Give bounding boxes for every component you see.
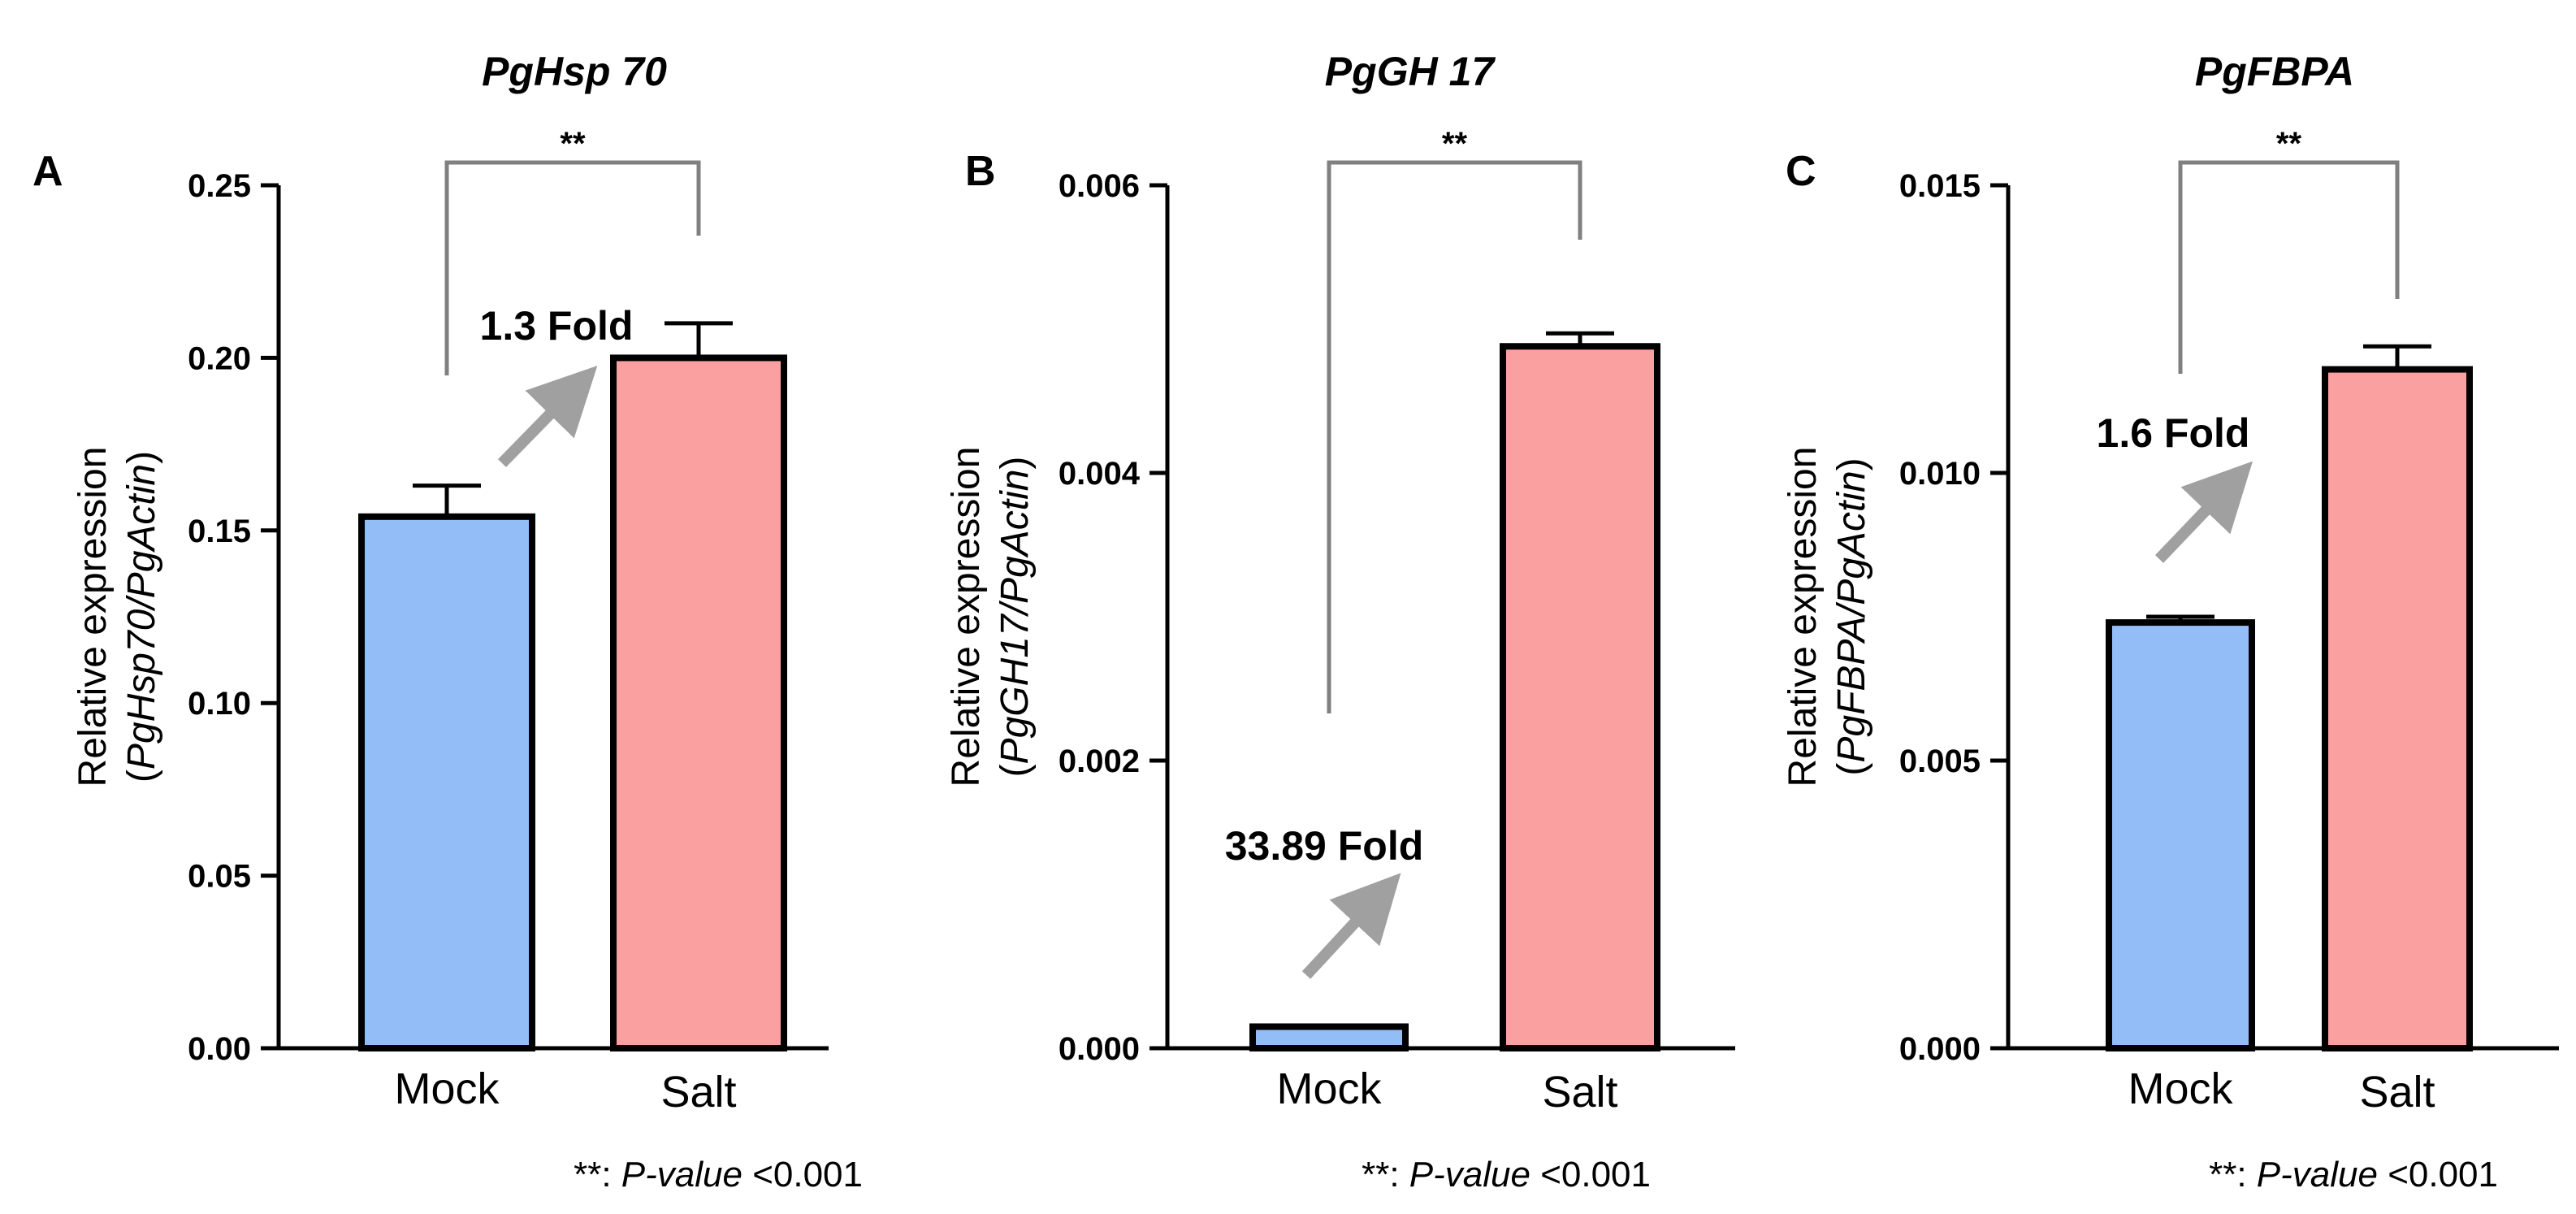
y-axis-label-line1: Relative expression: [1782, 447, 1825, 787]
chart-title: PgHsp 70: [482, 49, 667, 94]
footnote-pvalue-label: P-value: [621, 1155, 742, 1194]
footnote-stars: **:: [2209, 1155, 2257, 1194]
y-axis-reference: PgActin: [120, 464, 163, 598]
significance-stars: **: [1442, 126, 1468, 162]
bar-mock: [358, 513, 535, 1051]
error-bar: [665, 321, 733, 358]
bar-salt: [1500, 343, 1660, 1051]
category-label: Mock: [1276, 1064, 1382, 1113]
y-tick-label: 0.010: [1899, 456, 1981, 492]
error-bar: [1295, 1024, 1363, 1029]
category-label: Salt: [1542, 1068, 1617, 1116]
category-label: Salt: [660, 1068, 736, 1116]
y-axis-label-line2: (PgFBPA/PgActin): [1830, 457, 1873, 775]
footnote-threshold: <0.001: [2378, 1155, 2498, 1194]
y-tick-label: 0.15: [188, 514, 251, 549]
footnote-pvalue-label: P-value: [2257, 1155, 2378, 1194]
footnote-stars: **:: [1362, 1155, 1409, 1194]
significance-bracket: [444, 160, 701, 375]
y-axis-gene: PgHsp70: [120, 609, 163, 770]
y-axis-label: Relative expression (PgHsp70/PgActin): [71, 447, 163, 787]
fold-change-label: 33.89 Fold: [1225, 823, 1424, 869]
y-tick-label: 0.10: [188, 686, 251, 722]
y-tick-label: 0.000: [1899, 1031, 1981, 1067]
y-tick-label: 0.006: [1059, 168, 1140, 204]
panel-letter: C: [1786, 148, 1816, 195]
category-label: Salt: [2359, 1068, 2435, 1116]
significance-bracket: [1327, 160, 1582, 713]
bar-mock: [1249, 1023, 1409, 1051]
bar-mock: [2106, 619, 2255, 1051]
bar-salt: [610, 354, 787, 1051]
error-bar: [1546, 331, 1614, 347]
panel-letter: B: [965, 148, 996, 195]
y-axis-gene: PgFBPA: [1830, 616, 1873, 763]
y-axis-reference: PgActin: [1830, 470, 1873, 605]
category-label: Mock: [2128, 1064, 2233, 1113]
footnote-threshold: <0.001: [1530, 1155, 1651, 1194]
category-label: Mock: [394, 1064, 500, 1113]
significance-footnote: **: P-value <0.001: [2209, 1155, 2498, 1194]
y-axis-label-line2: (PgHsp70/PgActin): [120, 451, 163, 783]
significance-stars: **: [2276, 126, 2302, 162]
fold-arrow: [2154, 461, 2253, 563]
significance-stars: **: [560, 126, 586, 162]
y-axis-gene: PgGH17: [994, 613, 1037, 764]
footnote-threshold: <0.001: [742, 1155, 863, 1194]
y-axis-reference: PgActin: [994, 470, 1037, 604]
y-tick-label: 0.005: [1899, 744, 1981, 779]
y-tick-label: 0.00: [188, 1031, 251, 1067]
panel-A: PgHsp 70 A Relative expression (PgHsp70/PgA…: [32, 49, 863, 1194]
panel-letter: A: [32, 148, 63, 195]
footnote-pvalue-label: P-value: [1409, 1155, 1530, 1194]
y-tick-label: 0.000: [1059, 1031, 1140, 1067]
significance-footnote: **: P-value <0.001: [1362, 1155, 1651, 1194]
fold-arrow: [497, 365, 598, 467]
error-bar: [2363, 344, 2431, 370]
y-tick-label: 0.015: [1899, 168, 1981, 204]
chart-title: PgGH 17: [1325, 49, 1496, 94]
significance-bracket: [2178, 160, 2400, 374]
significance-footnote: **: P-value <0.001: [574, 1155, 863, 1194]
y-tick-label: 0.25: [188, 168, 251, 204]
panel-B: PgGH 17 B Relative expression (PgGH17/PgAct…: [945, 49, 1735, 1194]
y-axis-label-line1: Relative expression: [945, 447, 988, 787]
y-axis-label-line2: (PgGH17/PgActin): [994, 457, 1037, 778]
panel-C: PgFBPA C Relative expression (PgFBPA/PgActi…: [1782, 49, 2559, 1194]
footnote-stars: **:: [574, 1155, 621, 1194]
y-tick-label: 0.002: [1059, 744, 1140, 779]
fold-change-label: 1.6 Fold: [2097, 410, 2250, 456]
y-tick-label: 0.05: [188, 859, 251, 895]
y-axis-label-line1: Relative expression: [71, 447, 115, 787]
fold-arrow: [1301, 873, 1401, 979]
error-bar: [2146, 614, 2214, 623]
y-tick-label: 0.20: [188, 340, 251, 376]
error-bar: [413, 483, 481, 517]
fold-change-label: 1.3 Fold: [480, 303, 634, 349]
bar-salt: [2322, 366, 2473, 1051]
y-tick-label: 0.004: [1059, 456, 1141, 492]
chart-title: PgFBPA: [2195, 49, 2354, 94]
y-axis-label: Relative expression (PgFBPA/PgActin): [1782, 447, 1873, 787]
y-axis-label: Relative expression (PgGH17/PgActin): [945, 447, 1037, 787]
